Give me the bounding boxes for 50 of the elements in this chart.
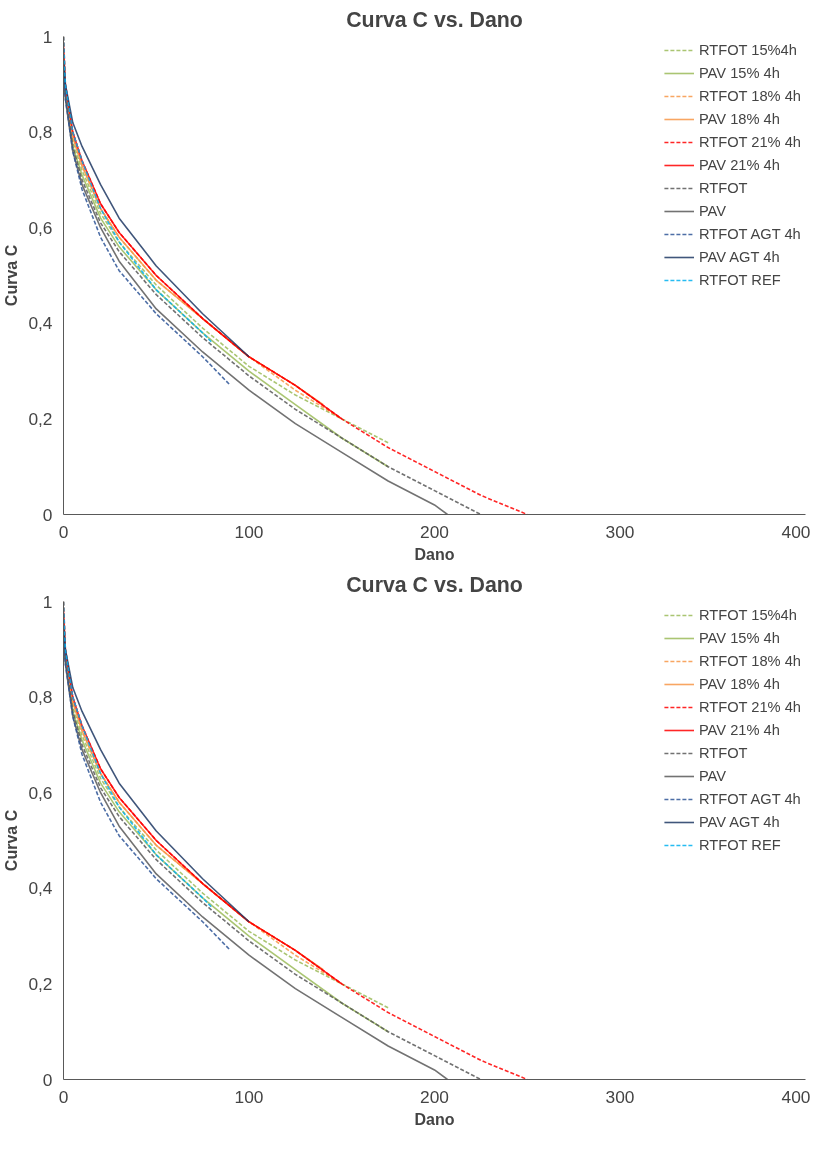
y-tick-label: 0,2 [28,408,53,429]
x-tick-label: 300 [605,1086,635,1107]
y-tick-label: 0,4 [28,878,53,899]
legend-label: PAV AGT 4h [698,814,780,830]
y-axis-title: Curva C [3,809,21,872]
legend-label: PAV [698,203,727,219]
legend-label: RTFOT 21% 4h [698,134,801,150]
legend-label: RTFOT 15%4h [698,607,797,623]
x-tick-label: 0 [58,1086,69,1107]
x-tick-label: 200 [420,1086,449,1107]
y-tick-label: 0,6 [28,217,53,238]
legend-label: PAV 15% 4h [698,630,780,646]
x-axis-title: Dano [414,1110,455,1128]
y-tick-label: 0,2 [28,973,53,994]
chart-title: Curva C vs. Dano [346,572,523,597]
y-tick-label: 0,6 [28,782,53,803]
legend-label: PAV AGT 4h [698,249,780,265]
legend-label: PAV [698,768,727,784]
legend-label: RTFOT 21% 4h [698,699,801,715]
x-tick-label: 300 [605,521,635,542]
y-tick-label: 1 [42,26,53,47]
legend-label: PAV 21% 4h [698,157,780,173]
x-tick-label: 400 [781,1086,811,1107]
y-tick-label: 0 [42,504,53,525]
y-tick-label: 0,8 [28,122,53,143]
x-tick-label: 200 [420,521,449,542]
legend-label: PAV 18% 4h [698,676,780,692]
y-tick-label: 0,4 [28,313,53,334]
legend-label: RTFOT AGT 4h [698,226,801,242]
y-tick-label: 0 [42,1069,53,1090]
legend-label: PAV 15% 4h [698,65,780,81]
y-tick-label: 0,8 [28,687,53,708]
x-tick-label: 100 [234,521,264,542]
legend-label: RTFOT 18% 4h [698,653,801,669]
x-tick-label: 400 [781,521,811,542]
x-tick-label: 100 [234,1086,264,1107]
x-tick-label: 0 [58,521,69,542]
chart-title: Curva C vs. Dano [346,7,523,32]
legend-label: RTFOT [698,745,748,761]
legend-label: PAV 21% 4h [698,722,780,738]
x-axis-title: Dano [414,545,455,563]
legend-label: RTFOT REF [698,837,781,853]
legend-label: RTFOT 15%4h [698,42,797,58]
legend-label: RTFOT [698,180,748,196]
legend-label: RTFOT REF [698,272,781,288]
legend-label: RTFOT AGT 4h [698,791,801,807]
legend-label: PAV 18% 4h [698,111,780,127]
legend-label: RTFOT 18% 4h [698,88,801,104]
y-tick-label: 1 [42,591,53,612]
y-axis-title: Curva C [3,244,21,307]
